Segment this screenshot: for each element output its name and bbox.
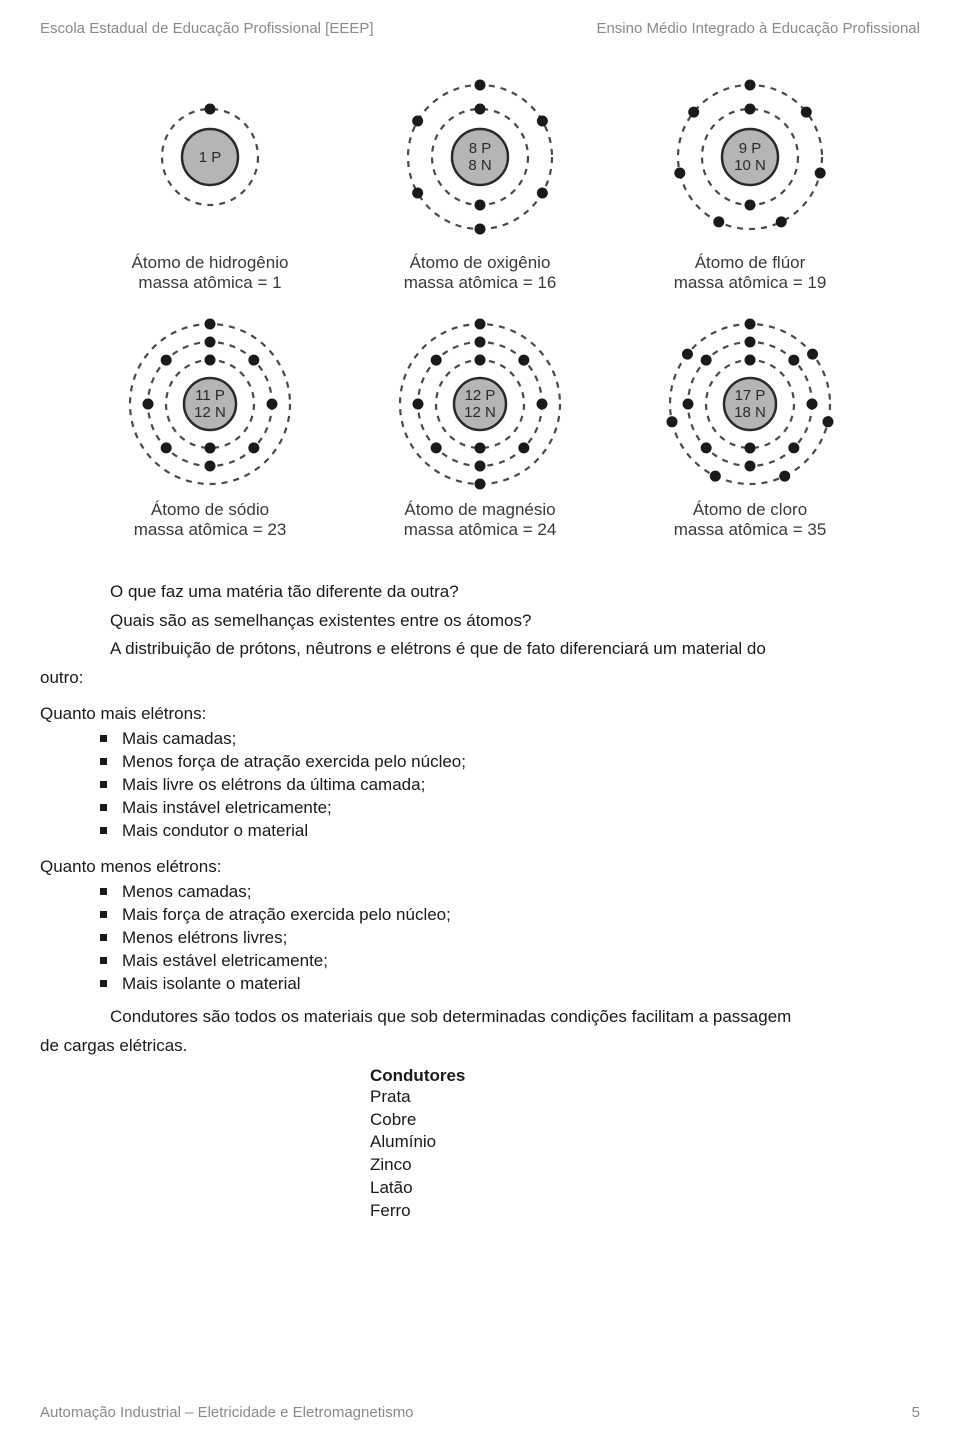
footer-left: Automação Industrial – Eletricidade e El… xyxy=(40,1404,414,1421)
atom-caption: Átomo de cloromassa atômica = 35 xyxy=(674,500,827,541)
paragraph-1a: A distribuição de prótons, nêutrons e el… xyxy=(70,638,920,661)
list-item: Menos elétrons livres; xyxy=(100,927,920,950)
question-2: Quais são as semelhanças existentes entr… xyxy=(70,610,920,633)
list-item: Menos camadas; xyxy=(100,881,920,904)
atoms-grid: 1 P Átomo de hidrogêniomassa atômica = 1 8… xyxy=(90,67,870,541)
atom-diagram: 11 P12 N xyxy=(120,314,300,494)
atom-cell: 11 P12 N Átomo de sódiomassa atômica = 23 xyxy=(90,314,330,541)
page-footer: Automação Industrial – Eletricidade e El… xyxy=(40,1404,920,1421)
atom-diagram: 8 P8 N xyxy=(390,67,570,247)
svg-text:18 N: 18 N xyxy=(734,404,766,421)
header-right: Ensino Médio Integrado à Educação Profis… xyxy=(596,20,920,37)
svg-text:8 N: 8 N xyxy=(468,157,491,174)
page-header: Escola Estadual de Educação Profissional… xyxy=(40,20,920,37)
conductors-para: Condutores são todos os materiais que so… xyxy=(70,1006,920,1029)
atom-caption: Átomo de flúormassa atômica = 19 xyxy=(674,253,827,294)
more-electrons-list: Mais camadas;Menos força de atração exer… xyxy=(100,728,920,843)
atom-caption: Átomo de hidrogêniomassa atômica = 1 xyxy=(132,253,289,294)
atom-cell: 17 P18 N Átomo de cloromassa atômica = 35 xyxy=(630,314,870,541)
question-1: O que faz uma matéria tão diferente da o… xyxy=(70,581,920,604)
list-item: Mais livre os elétrons da última camada; xyxy=(100,774,920,797)
atom-cell: 8 P8 N Átomo de oxigêniomassa atômica = 1… xyxy=(360,67,600,294)
conductor-item: Cobre xyxy=(370,1109,920,1132)
paragraph-1b: outro: xyxy=(40,667,920,690)
conductor-item: Alumínio xyxy=(370,1131,920,1154)
svg-text:12 N: 12 N xyxy=(464,404,496,421)
conductor-item: Latão xyxy=(370,1177,920,1200)
less-electrons-list: Menos camadas;Mais força de atração exer… xyxy=(100,881,920,996)
atom-cell: 12 P12 N Átomo de magnésiomassa atômica =… xyxy=(360,314,600,541)
svg-text:10 N: 10 N xyxy=(734,157,766,174)
conductor-item: Prata xyxy=(370,1086,920,1109)
atom-diagram: 9 P10 N xyxy=(660,67,840,247)
paragraph-2a: Condutores são todos os materiais que so… xyxy=(70,1006,920,1029)
svg-text:12 N: 12 N xyxy=(194,404,226,421)
svg-text:8 P: 8 P xyxy=(469,140,492,157)
svg-text:12 P: 12 P xyxy=(465,387,496,404)
svg-text:9 P: 9 P xyxy=(739,140,762,157)
atom-diagram: 12 P12 N xyxy=(390,314,570,494)
body-text: O que faz uma matéria tão diferente da o… xyxy=(70,581,920,662)
list-item: Mais condutor o material xyxy=(100,820,920,843)
atom-cell: 9 P10 N Átomo de flúormassa atômica = 19 xyxy=(630,67,870,294)
svg-text:11 P: 11 P xyxy=(195,387,225,404)
header-left: Escola Estadual de Educação Profissional… xyxy=(40,20,374,37)
svg-text:1 P: 1 P xyxy=(199,149,222,166)
list-item: Mais força de atração exercida pelo núcl… xyxy=(100,904,920,927)
atom-diagram: 17 P18 N xyxy=(660,314,840,494)
more-electrons-head: Quanto mais elétrons: xyxy=(40,704,920,724)
paragraph-2b: de cargas elétricas. xyxy=(40,1035,920,1058)
footer-page-number: 5 xyxy=(912,1404,920,1421)
less-electrons-head: Quanto menos elétrons: xyxy=(40,857,920,877)
list-item: Mais isolante o material xyxy=(100,973,920,996)
list-item: Menos força de atração exercida pelo núc… xyxy=(100,751,920,774)
atom-caption: Átomo de magnésiomassa atômica = 24 xyxy=(404,500,557,541)
atom-caption: Átomo de sódiomassa atômica = 23 xyxy=(134,500,287,541)
conductors-block: Condutores PrataCobreAlumínioZincoLatãoF… xyxy=(370,1066,920,1224)
list-item: Mais camadas; xyxy=(100,728,920,751)
atom-cell: 1 P Átomo de hidrogêniomassa atômica = 1 xyxy=(90,67,330,294)
conductor-item: Ferro xyxy=(370,1200,920,1223)
svg-text:17 P: 17 P xyxy=(735,387,766,404)
list-item: Mais instável eletricamente; xyxy=(100,797,920,820)
list-item: Mais estável eletricamente; xyxy=(100,950,920,973)
atom-caption: Átomo de oxigêniomassa atômica = 16 xyxy=(404,253,557,294)
conductors-title: Condutores xyxy=(370,1066,920,1086)
atom-diagram: 1 P xyxy=(120,67,300,247)
conductor-item: Zinco xyxy=(370,1154,920,1177)
